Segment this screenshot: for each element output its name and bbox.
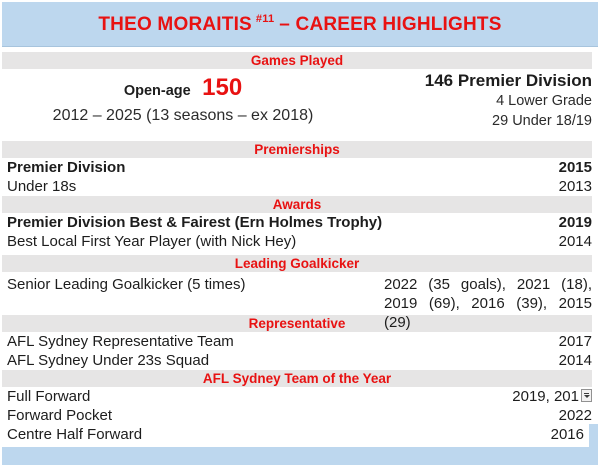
breakdown-premier-division: 146 Premier Division bbox=[424, 71, 592, 90]
open-age-label: Open-age bbox=[123, 83, 191, 99]
table-row: Under 18s 2013 bbox=[2, 177, 598, 196]
row-label: AFL Sydney Under 23s Squad bbox=[7, 352, 210, 369]
table-corner-fill bbox=[589, 424, 598, 447]
row-label: AFL Sydney Representative Team bbox=[7, 333, 234, 350]
row-label: Best Local First Year Player (with Nick … bbox=[7, 233, 297, 250]
section-header-premierships: Premierships bbox=[2, 141, 592, 158]
row-year: 2017 bbox=[558, 333, 592, 350]
row-year: 2019 bbox=[558, 214, 592, 231]
row-label: Under 18s bbox=[7, 178, 77, 195]
games-played-block: Open-age 150 2012 – 2025 (13 seasons – e… bbox=[2, 69, 598, 138]
dropdown-bar bbox=[584, 393, 589, 394]
table-row: Premier Division 2015 bbox=[2, 158, 598, 177]
row-year: 2014 bbox=[558, 233, 592, 250]
row-label: Full Forward bbox=[7, 388, 91, 405]
row-label: Forward Pocket bbox=[7, 407, 113, 424]
section-header-games-played: Games Played bbox=[2, 52, 592, 69]
row-label: Senior Leading Goalkicker (5 times) bbox=[7, 276, 246, 293]
goalkicker-years-line-2: 2019 (69), 2016 (39), 2015 (29) bbox=[384, 295, 592, 331]
section-header-representative: Representative bbox=[2, 315, 592, 332]
row-year: 2022 bbox=[558, 407, 592, 424]
section-header-leading-goalkicker: Leading Goalkicker bbox=[2, 255, 592, 272]
table-row: Premier Division Best & Fairest (Ern Hol… bbox=[2, 213, 598, 232]
page-title-rest: – CAREER HIGHLIGHTS bbox=[279, 13, 502, 35]
goalkicker-block: Senior Leading Goalkicker (5 times) 2022… bbox=[2, 272, 598, 331]
row-year: 2019, 201 bbox=[512, 388, 579, 405]
row-year-with-overflow: 2019, 201 bbox=[512, 387, 592, 406]
section-header-awards: Awards bbox=[2, 196, 592, 213]
row-label: Premier Division bbox=[7, 159, 126, 176]
breakdown-under-18: 29 Under 18/19 bbox=[492, 113, 592, 129]
games-open-age-column: Open-age 150 2012 – 2025 (13 seasons – e… bbox=[2, 69, 364, 138]
row-year: 2013 bbox=[558, 178, 592, 195]
row-label: Centre Half Forward bbox=[7, 426, 143, 443]
table-row: AFL Sydney Under 23s Squad 2014 bbox=[2, 351, 598, 370]
title-bar: THEO MORAITIS #11 – CAREER HIGHLIGHTS bbox=[2, 2, 598, 47]
row-year: 2016 bbox=[550, 426, 584, 443]
breakdown-lower-grade: 4 Lower Grade bbox=[496, 93, 592, 109]
goalkicker-years-line-1: 2022 (35 goals), 2021 (18), bbox=[384, 276, 592, 293]
table-row: Full Forward 2019, 201 bbox=[2, 387, 598, 406]
document-content: THEO MORAITIS #11 – CAREER HIGHLIGHTS Ga… bbox=[2, 2, 598, 465]
page-title-player: THEO MORAITIS bbox=[98, 13, 252, 35]
overflow-dropdown-icon[interactable] bbox=[581, 389, 592, 402]
table-row: Forward Pocket 2022 bbox=[2, 406, 598, 425]
row-label: Premier Division Best & Fairest (Ern Hol… bbox=[7, 214, 383, 231]
chevron-down-icon bbox=[583, 395, 590, 398]
row-year: 2014 bbox=[558, 352, 592, 369]
seasons-span: 2012 – 2025 (13 seasons – ex 2018) bbox=[52, 107, 314, 124]
row-year: 2015 bbox=[558, 159, 592, 176]
section-header-team-of-the-year: AFL Sydney Team of the Year bbox=[2, 370, 592, 387]
open-age-line: Open-age 150 bbox=[2, 74, 364, 105]
games-breakdown-column: 146 Premier Division 4 Lower Grade 29 Un… bbox=[364, 69, 598, 138]
footer-band bbox=[2, 447, 598, 465]
jersey-number: #11 bbox=[255, 12, 275, 25]
table-row: AFL Sydney Representative Team 2017 bbox=[2, 332, 598, 351]
goalkicker-years: 2022 (35 goals), 2021 (18), 2019 (69), 2… bbox=[384, 275, 592, 331]
open-age-total: 150 bbox=[202, 74, 243, 101]
table-row: Best Local First Year Player (with Nick … bbox=[2, 232, 598, 251]
table-row: Centre Half Forward 2016 bbox=[2, 424, 598, 447]
